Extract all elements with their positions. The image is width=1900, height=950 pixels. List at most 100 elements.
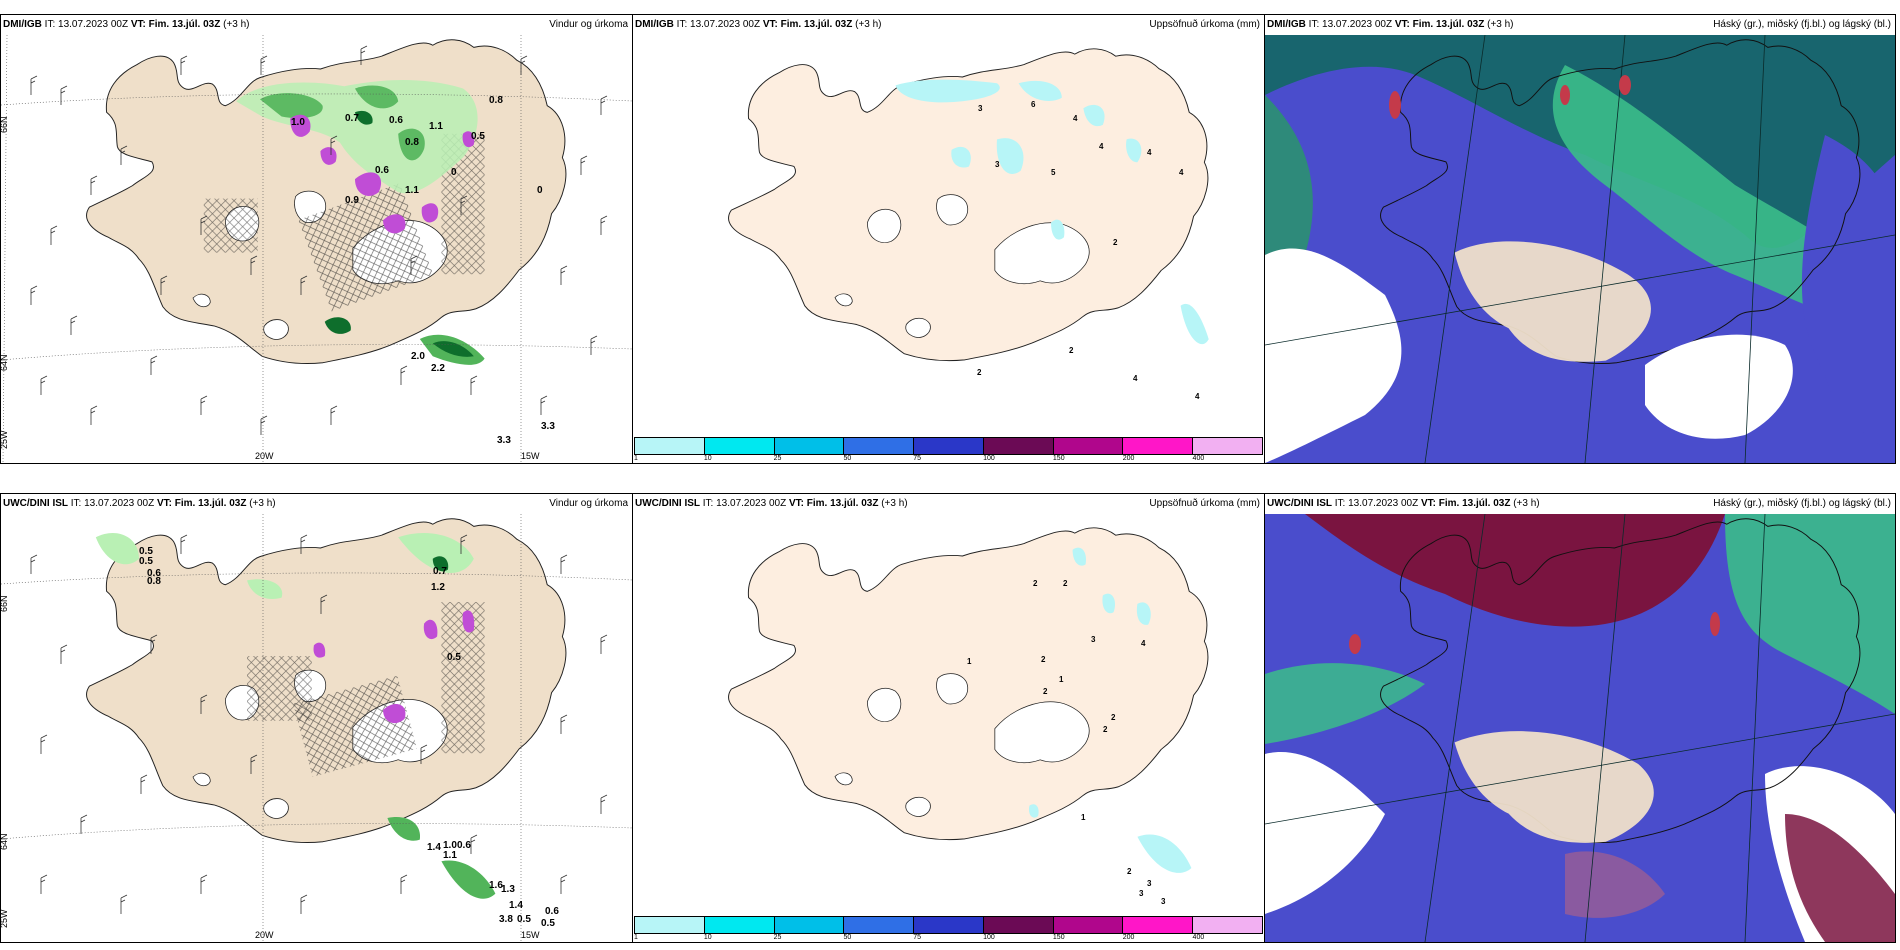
precip-value: 1.0 — [443, 840, 457, 851]
accum-value: 4 — [1073, 114, 1078, 123]
model-source: DMI/IGB — [3, 19, 42, 30]
lead-time: (+3 h) — [1487, 19, 1514, 30]
init-time: IT: 13.07.2023 00Z — [676, 19, 761, 30]
precip-value: 2.0 — [411, 351, 425, 362]
precip-value: 0.8 — [489, 95, 503, 106]
panel-header: DMI/IGB IT: 13.07.2023 00Z VT: Fim. 13.j… — [1, 15, 632, 35]
colorbar-tick: 10 — [703, 934, 712, 941]
precip-value: 0.5 — [447, 652, 461, 663]
colorbar-swatch — [704, 917, 775, 933]
accum-value: 5 — [1051, 168, 1056, 177]
colorbar-tick: 200 — [1122, 455, 1135, 462]
accum-value: 4 — [1195, 392, 1200, 401]
valid-time: VT: Fim. 13.júl. 03Z — [1420, 498, 1511, 509]
accum-value: 4 — [1141, 639, 1146, 648]
precip-value: 0.5 — [139, 556, 153, 567]
precip-value: 0.5 — [517, 914, 531, 925]
precip-value: 3.3 — [541, 421, 555, 432]
colorbar-swatch — [844, 917, 915, 933]
accum-value: 2 — [1041, 655, 1046, 664]
accum-value: 3 — [1139, 889, 1144, 898]
colorbar-swatch — [914, 917, 984, 933]
colorbar: 1 10 25 50 75 100 150 200 400 — [633, 914, 1264, 942]
precip-area-light — [95, 532, 139, 565]
accum-value: 3 — [1091, 635, 1096, 644]
accum-value: 2 — [1111, 713, 1116, 722]
colorbar-tick: 150 — [1052, 455, 1065, 462]
accum-precip-map: 3 6 4 3 4 4 5 4 2 2 4 4 2 — [633, 35, 1264, 435]
wind-precip-map: 66N 64N 25W 20W 15W 0.5 0.5 0.6 0.8 0.7 … — [1, 514, 632, 942]
model-source: DMI/IGB — [635, 19, 674, 30]
colorbar-swatch — [704, 438, 775, 454]
accum-value: 1 — [967, 657, 972, 666]
precip-value: 0.6 — [545, 906, 559, 917]
colorbar-swatch — [1053, 917, 1124, 933]
init-time: IT: 13.07.2023 00Z — [1334, 498, 1419, 509]
precip-value: 3.8 — [499, 914, 513, 925]
colorbar-tick: 100 — [983, 934, 995, 941]
lat-label-64n: 64N — [1, 833, 9, 850]
panel-title: Vindur og úrkoma — [549, 19, 628, 30]
init-time: IT: 13.07.2023 00Z — [1308, 19, 1393, 30]
colorbar-swatch — [774, 917, 845, 933]
colorbar: 1 10 25 50 75 100 150 200 400 — [633, 435, 1264, 463]
lon-label-15w: 15W — [521, 451, 540, 461]
precip-core-magenta — [290, 114, 311, 137]
panel-dmi-wind-precip: DMI/IGB IT: 13.07.2023 00Z VT: Fim. 13.j… — [0, 14, 633, 464]
lead-time: (+3 h) — [249, 498, 276, 509]
panel-uwc-clouds: UWC/DINI ISL IT: 13.07.2023 00Z VT: Fim.… — [1264, 493, 1896, 943]
precip-area — [895, 79, 1000, 103]
colorbar-tick: 150 — [1052, 934, 1065, 941]
accum-value: 2 — [1063, 579, 1068, 588]
cloud-cover-map — [1265, 514, 1895, 942]
colorbar-tick: 400 — [1192, 934, 1205, 941]
accum-value: 1 — [1059, 675, 1064, 684]
precip-value: 0 — [537, 185, 543, 196]
precip-area-dark — [432, 556, 449, 572]
precip-value: 0.6 — [457, 840, 471, 851]
precip-core-magenta — [462, 610, 475, 633]
panel-uwc-accum-precip: UWC/DINI ISL IT: 13.07.2023 00Z VT: Fim.… — [632, 493, 1265, 943]
colorbar-swatch — [635, 438, 705, 454]
high-cloud-area — [1305, 514, 1725, 627]
precip-value: 1.4 — [509, 900, 523, 911]
lon-label-20w: 20W — [255, 451, 274, 461]
mid-cloud-area — [1725, 514, 1895, 714]
valid-time: VT: Fim. 13.júl. 03Z — [1394, 19, 1485, 30]
panel-title: Háský (gr.), miðský (fj.bl.) og lágský (… — [1713, 19, 1891, 30]
colorbar-swatch — [1053, 438, 1124, 454]
valid-time: VT: Fim. 13.júl. 03Z — [156, 498, 247, 509]
accum-value: 2 — [1043, 687, 1048, 696]
precip-value: 0.7 — [345, 113, 359, 124]
colorbar-tick: 75 — [913, 934, 922, 941]
panel-dmi-clouds: DMI/IGB IT: 13.07.2023 00Z VT: Fim. 13.j… — [1264, 14, 1896, 464]
precip-value: 0.6 — [375, 165, 389, 176]
accum-value: 2 — [977, 368, 982, 377]
model-source: UWC/DINI ISL — [635, 498, 700, 509]
lat-label-66n: 66N — [1, 116, 9, 133]
lon-label-25w: 25W — [1, 909, 9, 928]
precip-value: 0.9 — [345, 195, 359, 206]
precip-value: 1.2 — [431, 582, 445, 593]
precip-area-mid — [259, 93, 323, 119]
colorbar-swatch — [1193, 917, 1263, 933]
precip-value: 2.2 — [431, 363, 445, 374]
accum-value: 2 — [1103, 725, 1108, 734]
lead-time: (+3 h) — [1513, 498, 1540, 509]
precip-value: 3.3 — [497, 435, 511, 446]
accum-precip-map: 2 2 3 4 1 2 1 2 2 2 1 2 3 3 3 — [633, 514, 1264, 914]
colorbar-swatch — [1123, 917, 1194, 933]
precip-value: 0.5 — [139, 546, 153, 557]
lon-label-25w: 25W — [1, 430, 9, 449]
valid-time: VT: Fim. 13.júl. 03Z — [130, 19, 221, 30]
colorbar-tick: 50 — [843, 934, 852, 941]
accum-value: 4 — [1099, 142, 1104, 151]
colorbar-tick: 1 — [634, 934, 638, 941]
colorbar-swatch — [914, 438, 984, 454]
panel-header: DMI/IGB IT: 13.07.2023 00Z VT: Fim. 13.j… — [1265, 15, 1895, 35]
precip-value: 0.8 — [147, 576, 161, 587]
lat-label-64n: 64N — [1, 354, 9, 371]
precip-value: 1.1 — [429, 121, 443, 132]
valid-time: VT: Fim. 13.júl. 03Z — [788, 498, 879, 509]
precip-area-mid — [387, 817, 421, 841]
